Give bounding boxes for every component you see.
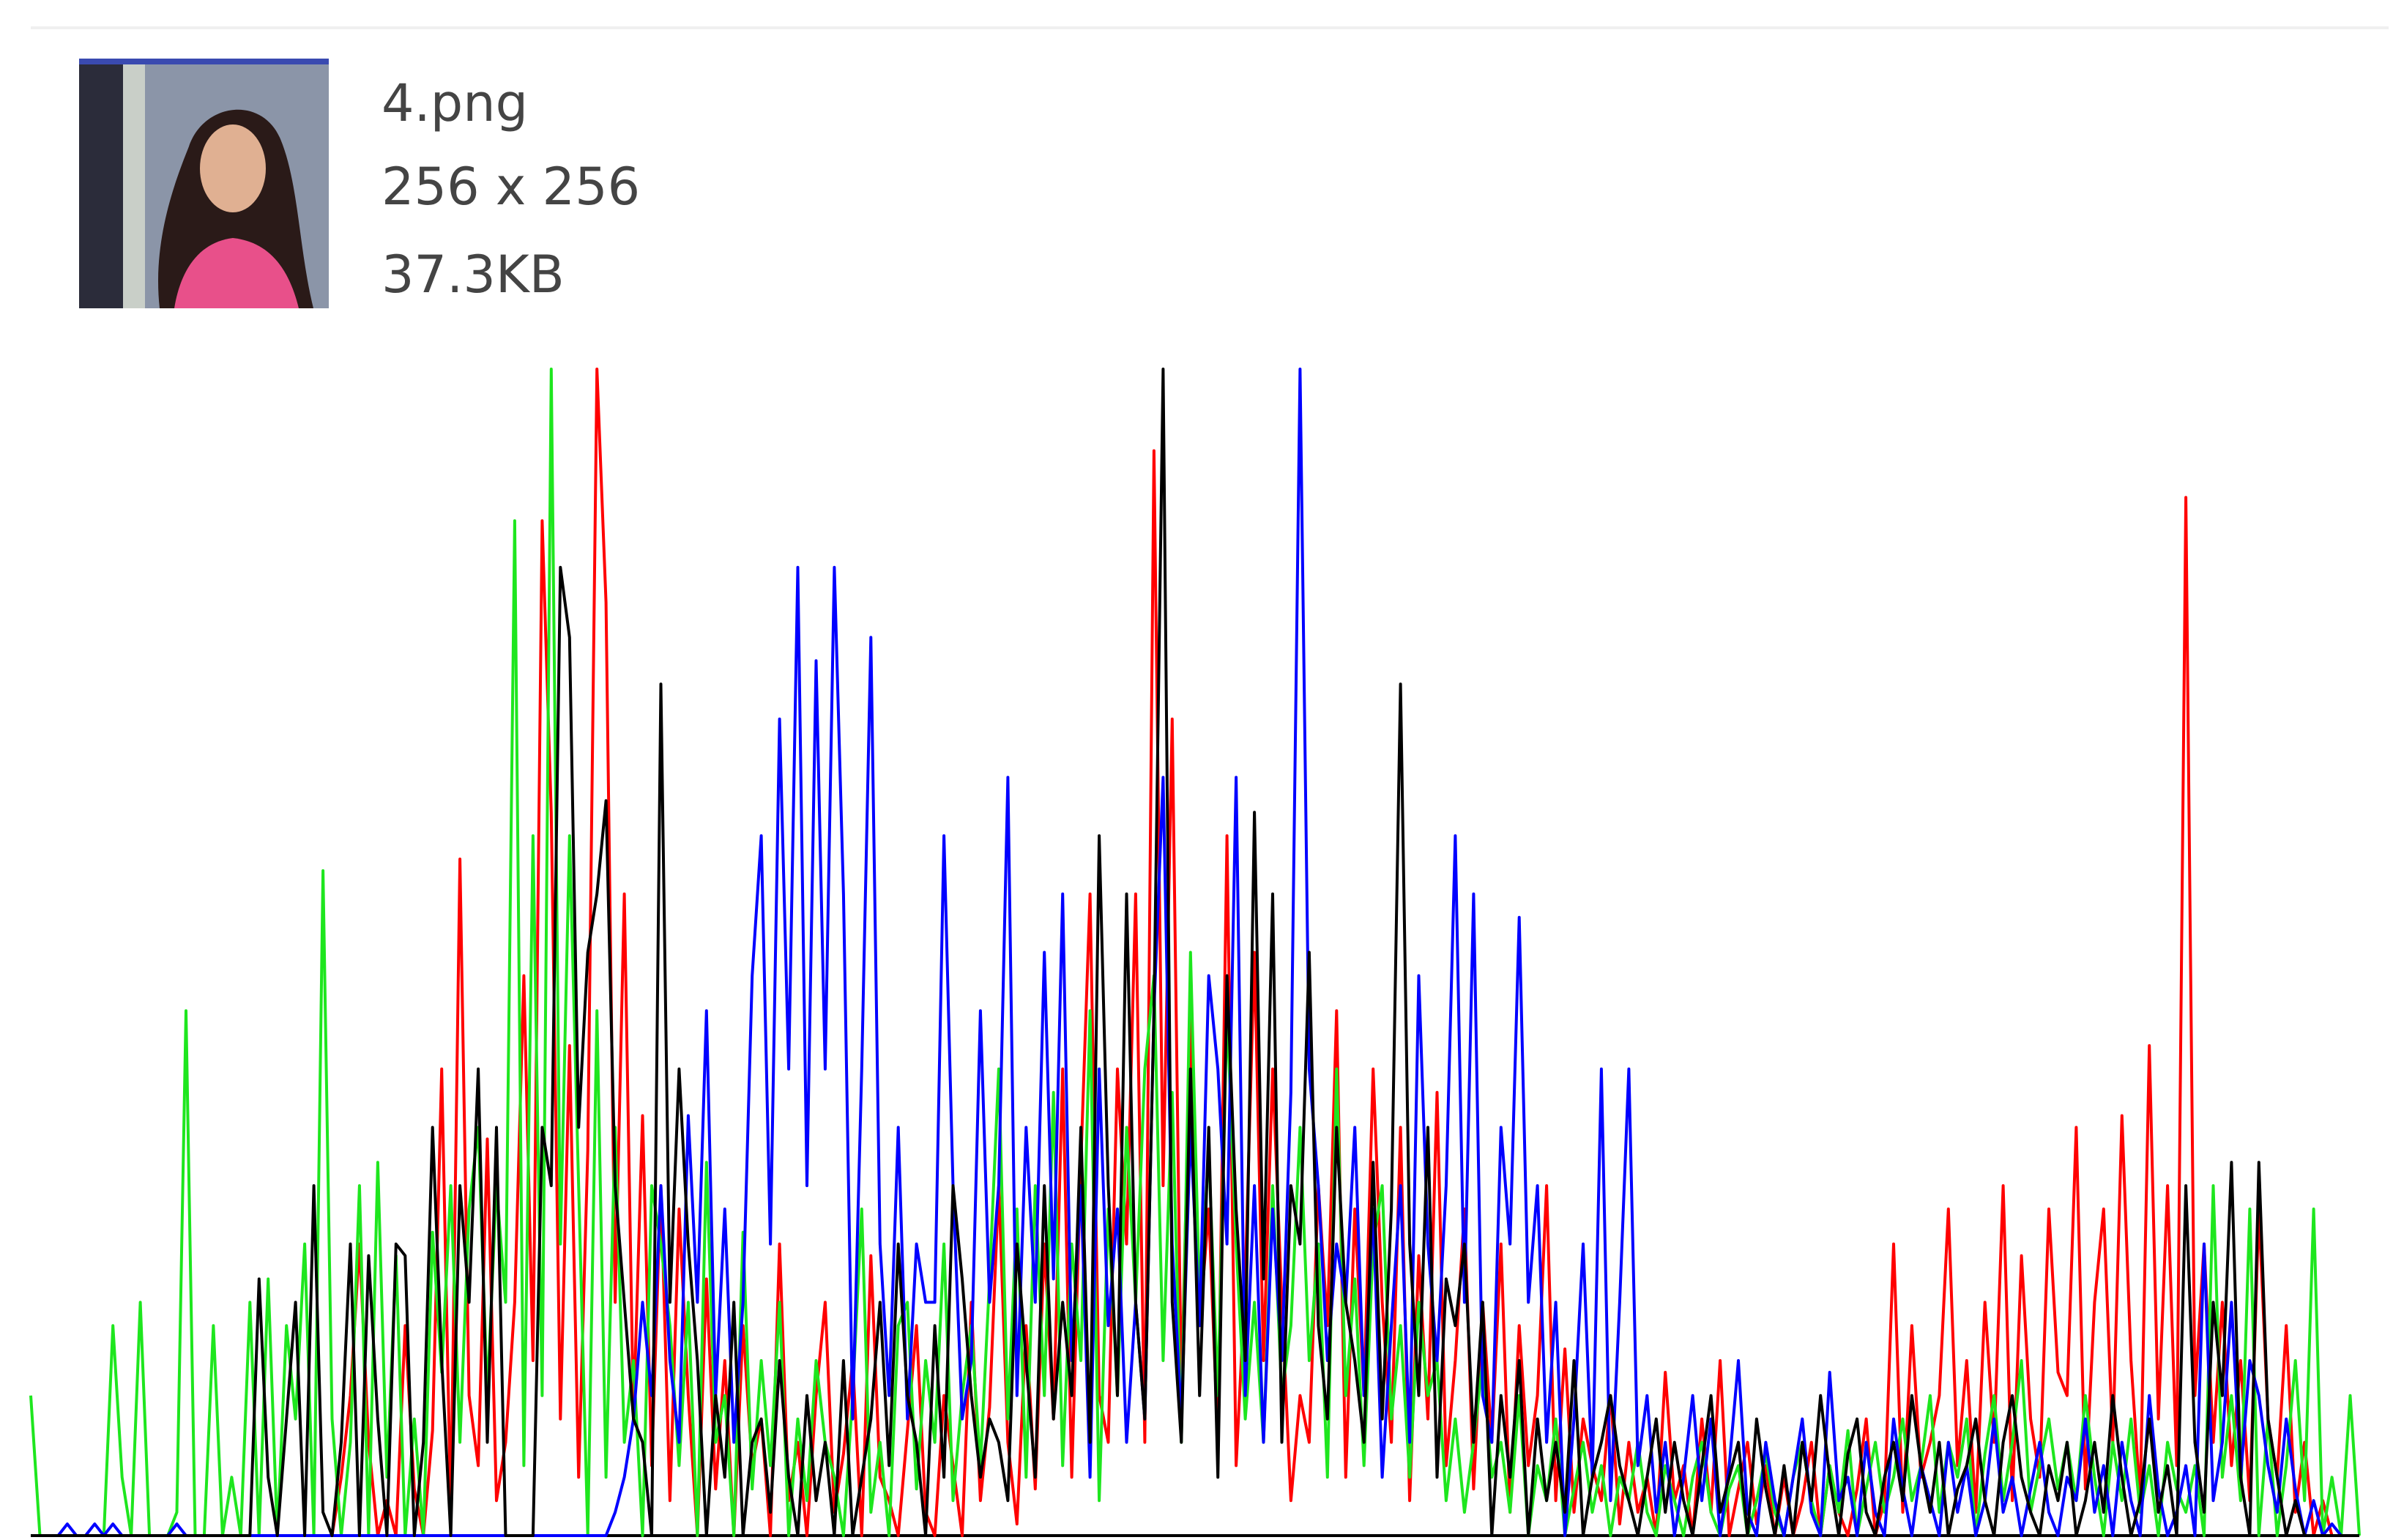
thumb-shirt [174, 238, 299, 308]
histogram-line [31, 368, 2359, 1537]
thumb-edge [79, 59, 329, 64]
histogram-line [31, 368, 2359, 1537]
thumb-strip [79, 59, 123, 308]
file-size: 37.3KB [382, 245, 565, 305]
thumb-face [200, 124, 266, 212]
thumbnail[interactable] [79, 59, 329, 308]
histogram-line [31, 368, 2359, 1537]
divider [31, 26, 2389, 29]
histogram-line [29, 368, 2361, 1537]
file-dimensions: 256 x 256 [382, 157, 641, 217]
thumb-frame [123, 59, 145, 308]
file-name: 4.png [382, 73, 529, 133]
